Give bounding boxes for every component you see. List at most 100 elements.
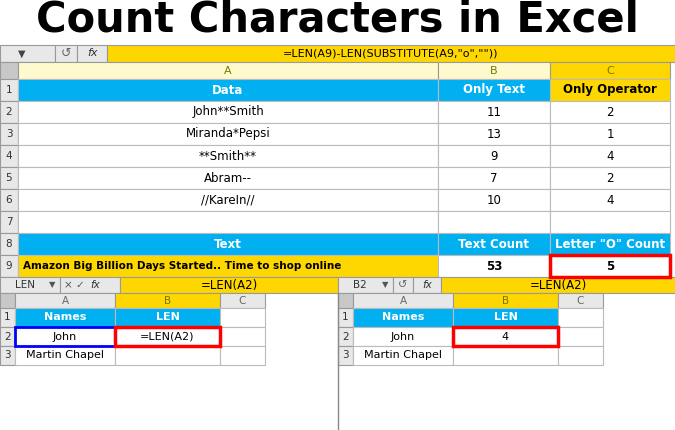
Text: ▼: ▼: [18, 49, 26, 58]
Bar: [0, 45, 55, 62]
Text: Only Operator: Only Operator: [563, 83, 657, 96]
Text: A: A: [224, 65, 232, 76]
Bar: [438, 79, 550, 101]
Text: Martin Chapel: Martin Chapel: [364, 350, 442, 360]
Bar: [453, 308, 558, 327]
Bar: [353, 293, 453, 308]
Bar: [0, 255, 18, 277]
Bar: [338, 277, 393, 293]
Bar: [220, 327, 265, 346]
Bar: [550, 123, 670, 145]
Text: 7: 7: [490, 172, 497, 184]
Text: B: B: [164, 295, 171, 305]
Bar: [115, 346, 220, 365]
Text: Text: Text: [214, 237, 242, 251]
Bar: [453, 327, 558, 346]
Text: Only Text: Only Text: [463, 83, 525, 96]
Text: 9: 9: [490, 150, 497, 163]
Text: ↺: ↺: [61, 47, 72, 60]
Text: 5: 5: [5, 173, 12, 183]
Text: C: C: [606, 65, 614, 76]
Bar: [550, 233, 670, 255]
Text: C: C: [577, 295, 584, 305]
Bar: [353, 346, 453, 365]
Text: 2: 2: [5, 107, 12, 117]
Bar: [0, 145, 18, 167]
Bar: [338, 308, 353, 327]
Bar: [115, 293, 220, 308]
Text: 13: 13: [487, 128, 502, 141]
Text: 3: 3: [4, 350, 11, 360]
Text: =LEN(A2): =LEN(A2): [140, 332, 195, 341]
Text: A: A: [400, 295, 406, 305]
Bar: [0, 346, 15, 365]
Bar: [77, 45, 107, 62]
Text: Miranda*Pepsi: Miranda*Pepsi: [186, 128, 271, 141]
Text: =LEN(A9)-LEN(SUBSTITUTE(A9,"o","")): =LEN(A9)-LEN(SUBSTITUTE(A9,"o","")): [284, 49, 499, 58]
Text: B: B: [502, 295, 509, 305]
Text: 2: 2: [606, 105, 614, 119]
Text: Martin Chapel: Martin Chapel: [26, 350, 104, 360]
Text: Letter "O" Count: Letter "O" Count: [555, 237, 665, 251]
Bar: [338, 293, 353, 308]
Text: LEN: LEN: [155, 313, 180, 322]
Bar: [15, 308, 115, 327]
Bar: [15, 327, 115, 346]
Bar: [0, 0, 675, 40]
Bar: [0, 167, 18, 189]
Bar: [438, 145, 550, 167]
Text: 1: 1: [342, 313, 349, 322]
Text: fx: fx: [422, 280, 432, 290]
Bar: [115, 308, 220, 327]
Text: Abram--: Abram--: [204, 172, 252, 184]
Text: 4: 4: [502, 332, 509, 341]
Text: =LEN(A2): =LEN(A2): [529, 279, 587, 292]
Text: ✓: ✓: [76, 280, 84, 290]
Text: 4: 4: [606, 150, 614, 163]
Text: Amazon Big Billion Days Started.. Time to shop online: Amazon Big Billion Days Started.. Time t…: [23, 261, 342, 271]
Bar: [18, 189, 438, 211]
Text: B: B: [490, 65, 497, 76]
Text: ↺: ↺: [398, 280, 408, 290]
Bar: [550, 62, 670, 79]
Bar: [393, 277, 413, 293]
Bar: [550, 167, 670, 189]
Bar: [438, 167, 550, 189]
Bar: [558, 346, 603, 365]
Bar: [550, 101, 670, 123]
Text: Data: Data: [213, 83, 244, 96]
Bar: [338, 346, 353, 365]
Text: 1: 1: [5, 85, 12, 95]
Bar: [60, 277, 120, 293]
Bar: [115, 327, 220, 346]
Bar: [220, 346, 265, 365]
Text: =LEN(A2): =LEN(A2): [200, 279, 258, 292]
Bar: [0, 277, 60, 293]
Text: Names: Names: [382, 313, 424, 322]
Text: fx: fx: [90, 280, 100, 290]
Bar: [18, 123, 438, 145]
Bar: [413, 277, 441, 293]
Bar: [18, 233, 438, 255]
Bar: [18, 62, 438, 79]
Bar: [438, 101, 550, 123]
Text: John: John: [391, 332, 415, 341]
Bar: [15, 327, 115, 346]
Text: //KareIn//: //KareIn//: [201, 194, 254, 206]
Text: A: A: [61, 295, 69, 305]
Bar: [453, 346, 558, 365]
Text: **Smith**: **Smith**: [199, 150, 257, 163]
Bar: [438, 255, 550, 277]
Bar: [550, 211, 670, 233]
Bar: [18, 101, 438, 123]
Bar: [18, 167, 438, 189]
Text: 4: 4: [606, 194, 614, 206]
Bar: [0, 293, 15, 308]
Text: 10: 10: [487, 194, 502, 206]
Text: LEN: LEN: [15, 280, 35, 290]
Bar: [0, 308, 15, 327]
Text: ▼: ▼: [382, 280, 388, 289]
Bar: [0, 79, 18, 101]
Bar: [558, 293, 603, 308]
Bar: [0, 123, 18, 145]
